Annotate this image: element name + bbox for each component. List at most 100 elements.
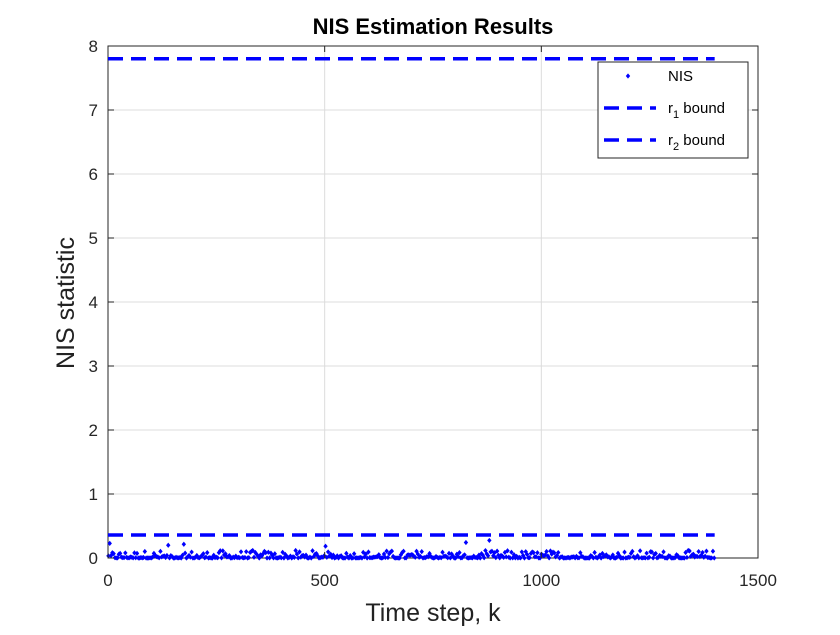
nis-point: [701, 554, 707, 560]
nis-point: [293, 547, 298, 554]
nis-point: [683, 549, 688, 556]
x-tick-label: 0: [103, 571, 112, 590]
nis-point: [643, 555, 648, 561]
nis-point: [292, 554, 297, 561]
nis-point: [251, 554, 257, 560]
nis-point: [604, 552, 609, 558]
nis-point: [158, 548, 163, 554]
ticks: 0 500 1000 1500 0 1 2 3 4 5 6 7 8: [89, 37, 777, 590]
x-tick-label: 500: [310, 571, 338, 590]
nis-point: [597, 552, 603, 558]
nis-point: [700, 549, 705, 556]
nis-point: [634, 554, 639, 560]
nis-point: [544, 548, 549, 555]
nis-point: [631, 554, 636, 560]
legend-label: r2 bound: [668, 132, 725, 153]
nis-point: [549, 551, 554, 557]
nis-point: [695, 553, 700, 560]
nis-point: [344, 550, 349, 556]
y-tick-label: 8: [89, 37, 98, 56]
nis-point: [151, 550, 157, 556]
nis-point: [637, 548, 643, 554]
nis-point: [182, 550, 188, 556]
nis-point: [673, 554, 678, 561]
nis-point: [169, 553, 175, 560]
nis-point: [504, 554, 509, 560]
nis-point: [462, 552, 467, 558]
nis-point: [366, 549, 371, 555]
nis-point: [413, 554, 418, 560]
nis-point: [108, 553, 114, 559]
nis-point: [484, 551, 489, 557]
nis-point: [712, 555, 717, 561]
nis-point: [294, 551, 300, 557]
nis-point: [264, 555, 270, 561]
nis-point: [684, 554, 690, 561]
nis-point: [699, 552, 704, 558]
nis-point: [218, 548, 223, 554]
nis-point: [320, 554, 326, 560]
nis-point: [247, 549, 253, 556]
nis-point: [463, 539, 469, 546]
nis-point: [457, 550, 462, 556]
y-tick-label: 7: [89, 101, 98, 120]
y-tick-label: 5: [89, 229, 98, 248]
nis-point: [385, 554, 391, 561]
nis-point: [164, 552, 170, 559]
nis-point: [180, 552, 185, 558]
nis-point: [237, 555, 242, 561]
nis-point: [445, 555, 450, 561]
nis-point: [552, 550, 557, 556]
nis-point: [485, 553, 491, 559]
nis-point: [325, 549, 331, 555]
nis-point: [219, 555, 224, 561]
nis-point: [519, 549, 525, 555]
nis-point: [364, 555, 370, 561]
nis-point: [543, 552, 548, 558]
nis-point: [351, 551, 357, 557]
nis-point: [297, 549, 302, 555]
nis-point: [244, 549, 249, 555]
nis-point: [363, 551, 369, 557]
nis-point: [622, 549, 627, 555]
nis-point: [153, 552, 158, 558]
nis-point: [215, 555, 220, 561]
nis-point: [281, 555, 287, 561]
legend-label-rest: bound: [679, 100, 725, 117]
nis-points: [106, 537, 717, 561]
nis-point: [527, 555, 532, 561]
legend-label: NIS: [668, 68, 693, 85]
nis-point: [459, 555, 465, 561]
nis-point: [496, 552, 501, 558]
nis-point: [221, 552, 227, 558]
nis-point: [205, 550, 210, 556]
nis-point: [418, 553, 423, 560]
nis-point: [336, 555, 341, 561]
nis-point: [298, 554, 304, 560]
y-tick-label: 3: [89, 357, 98, 376]
nis-point: [432, 555, 437, 561]
legend-marker: [625, 73, 631, 79]
nis-point: [303, 552, 309, 558]
legend-label-rest: bound: [679, 132, 725, 149]
nis-point: [630, 548, 635, 554]
nis-point: [115, 555, 120, 561]
nis-point: [220, 548, 226, 554]
nis-point: [185, 554, 190, 560]
nis-point: [493, 555, 499, 561]
nis-point: [346, 555, 352, 561]
nis-point: [688, 553, 694, 560]
nis-point: [400, 549, 405, 556]
legend-label: r1 bound: [668, 100, 725, 121]
nis-point: [238, 549, 244, 555]
nis-point: [150, 554, 155, 560]
nis-point: [696, 548, 701, 555]
nis-point: [198, 554, 203, 560]
nis-point: [509, 549, 514, 555]
nis-point: [117, 550, 123, 556]
nis-point: [310, 548, 315, 554]
nis-point: [111, 551, 116, 557]
y-tick-label: 0: [89, 549, 98, 568]
nis-point: [289, 555, 294, 561]
